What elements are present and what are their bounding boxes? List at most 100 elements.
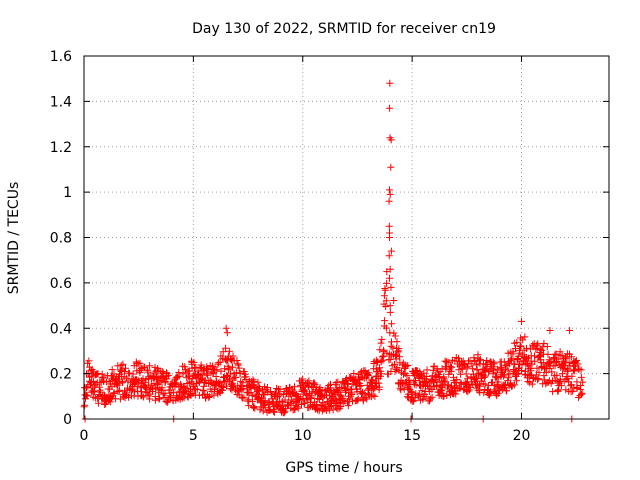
- data-point: [114, 388, 122, 395]
- data-point: [386, 104, 394, 112]
- data-point: [548, 368, 556, 376]
- data-point: [471, 358, 479, 366]
- data-point: [254, 378, 262, 386]
- data-point: [161, 389, 169, 397]
- data-point: [418, 387, 426, 395]
- data-point: [179, 370, 187, 378]
- data-point: [175, 372, 183, 380]
- data-point: [134, 360, 142, 368]
- data-point: [216, 358, 224, 366]
- data-point: [125, 369, 133, 377]
- data-point: [441, 376, 449, 384]
- data-point: [307, 394, 315, 402]
- data-point: [569, 387, 577, 395]
- data-point: [416, 368, 424, 376]
- data-point: [217, 367, 225, 375]
- data-point: [348, 389, 356, 397]
- data-point: [371, 392, 379, 400]
- data-point: [165, 372, 172, 380]
- data-point: [441, 378, 449, 386]
- data-point: [463, 364, 471, 372]
- data-point: [220, 384, 228, 391]
- data-point: [495, 387, 503, 395]
- data-point: [469, 370, 477, 378]
- data-point: [160, 394, 168, 401]
- data-point: [229, 375, 237, 383]
- data-point: [474, 351, 482, 359]
- data-point: [378, 353, 386, 361]
- data-point: [382, 303, 390, 310]
- data-point: [250, 402, 258, 410]
- data-point: [377, 357, 385, 365]
- data-point: [371, 382, 379, 390]
- data-point: [386, 355, 394, 363]
- data-point: [108, 366, 116, 374]
- data-point: [531, 357, 539, 365]
- data-point: [464, 362, 472, 370]
- y-tick-label: 0.2: [50, 367, 72, 383]
- data-point: [404, 362, 412, 369]
- data-point: [94, 399, 102, 407]
- data-point: [411, 394, 419, 401]
- data-point: [472, 361, 480, 369]
- x-tick-label: 15: [403, 428, 421, 444]
- chart-title: Day 130 of 2022, SRMTID for receiver cn1…: [192, 21, 496, 37]
- data-point: [183, 384, 191, 392]
- data-point: [281, 408, 289, 416]
- data-point: [390, 350, 397, 358]
- data-point: [119, 360, 127, 368]
- data-point: [225, 347, 233, 355]
- data-point: [490, 381, 498, 389]
- data-point: [518, 317, 525, 325]
- data-point: [524, 378, 532, 385]
- data-point: [295, 396, 303, 404]
- data-point: [363, 395, 371, 403]
- data-point: [386, 274, 393, 282]
- data-point: [386, 190, 394, 198]
- data-point: [557, 382, 565, 390]
- data-point: [564, 374, 572, 382]
- data-point: [293, 403, 301, 411]
- data-point: [82, 395, 89, 403]
- data-point: [538, 346, 546, 354]
- data-point: [387, 136, 395, 144]
- data-point: [381, 286, 389, 294]
- data-point: [98, 370, 106, 378]
- data-point: [389, 344, 397, 352]
- data-point: [276, 385, 284, 393]
- data-point: [403, 372, 411, 380]
- data-point: [489, 363, 497, 371]
- data-point: [386, 302, 394, 310]
- data-point: [510, 381, 518, 389]
- data-point: [251, 404, 259, 412]
- data-point: [568, 372, 576, 380]
- data-point: [443, 392, 451, 399]
- data-point: [405, 376, 413, 384]
- data-point: [376, 364, 383, 372]
- y-tick-label: 1.4: [50, 94, 72, 110]
- data-point: [387, 342, 395, 350]
- data-point: [536, 352, 544, 360]
- data-point: [190, 381, 198, 389]
- data-point: [136, 359, 144, 367]
- data-point: [365, 369, 373, 377]
- data-point: [513, 338, 521, 346]
- data-point: [382, 297, 390, 305]
- data-point: [577, 390, 585, 398]
- data-point: [229, 352, 237, 360]
- data-point: [227, 356, 235, 364]
- data-point: [91, 388, 98, 396]
- data-point: [92, 380, 100, 388]
- data-point: [469, 365, 477, 373]
- data-point: [386, 186, 393, 194]
- data-point: [369, 391, 377, 399]
- data-point: [480, 373, 488, 381]
- data-point: [163, 370, 171, 378]
- data-point: [158, 384, 166, 392]
- data-point: [570, 384, 578, 392]
- data-point: [193, 385, 201, 393]
- data-point: [153, 374, 161, 381]
- data-point: [577, 366, 585, 374]
- data-point: [388, 320, 396, 328]
- data-point: [222, 344, 230, 352]
